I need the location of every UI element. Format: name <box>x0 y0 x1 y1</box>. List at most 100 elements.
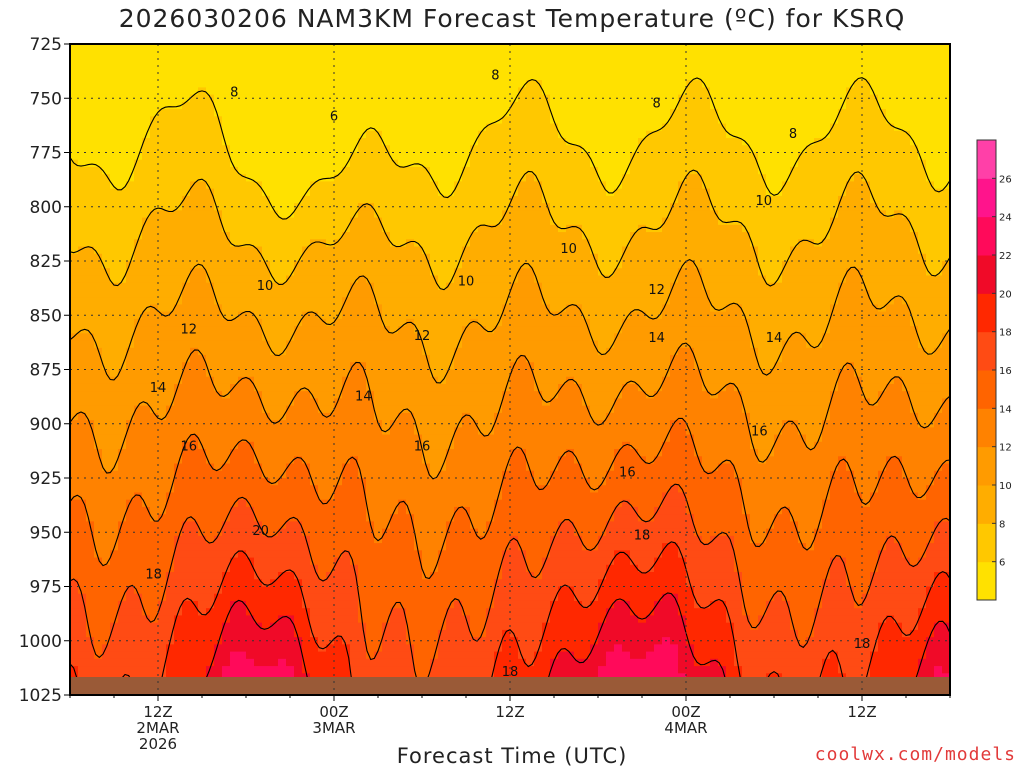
temp-cell <box>214 600 223 609</box>
temp-cell <box>486 579 495 588</box>
temp-cell <box>438 434 447 443</box>
temp-cell <box>86 289 95 298</box>
temp-cell <box>286 340 295 349</box>
temp-cell <box>110 528 119 537</box>
temp-cell <box>398 456 407 465</box>
temp-cell <box>182 383 191 392</box>
temp-cell <box>454 506 463 515</box>
temp-cell <box>134 506 143 515</box>
temp-cell <box>494 644 503 653</box>
temp-cell <box>422 174 431 183</box>
temp-cell <box>78 318 87 327</box>
temp-cell <box>374 492 383 501</box>
temp-cell <box>502 572 511 580</box>
temp-cell <box>446 318 455 327</box>
temp-cell <box>374 644 383 653</box>
temp-cell <box>254 608 263 617</box>
temp-cell <box>158 304 167 313</box>
temp-cell <box>350 109 359 117</box>
temp-cell <box>438 514 447 522</box>
temp-cell <box>174 666 183 674</box>
temp-cell <box>470 224 479 233</box>
temp-cell <box>318 376 327 385</box>
temp-cell <box>334 412 343 421</box>
temp-cell <box>230 608 239 617</box>
temp-cell <box>302 246 311 255</box>
temp-cell <box>198 58 207 67</box>
temp-cell <box>166 123 175 132</box>
temp-cell <box>214 289 223 298</box>
temp-cell <box>78 434 87 443</box>
temp-cell <box>462 478 471 486</box>
temp-cell <box>486 369 495 378</box>
temp-cell <box>398 210 407 219</box>
temp-cell <box>502 362 511 371</box>
temp-cell <box>334 253 343 262</box>
temp-cell <box>358 51 367 60</box>
temp-cell <box>238 514 247 522</box>
temp-cell <box>262 195 271 204</box>
temp-cell <box>254 109 263 117</box>
temp-cell <box>254 514 263 522</box>
temp-cell <box>310 572 319 580</box>
temp-cell <box>94 195 103 204</box>
temp-cell <box>110 666 119 674</box>
temp-cell <box>214 514 223 522</box>
temp-cell <box>198 326 207 334</box>
temp-cell <box>94 666 103 674</box>
temp-cell <box>270 427 279 436</box>
temp-cell <box>262 506 271 515</box>
temp-cell <box>150 138 159 146</box>
temp-cell <box>102 195 111 204</box>
temp-cell <box>182 644 191 653</box>
temp-cell <box>270 340 279 349</box>
temp-cell <box>134 239 143 248</box>
temp-cell <box>198 51 207 60</box>
temp-cell <box>350 253 359 262</box>
temp-cell <box>262 174 271 183</box>
temp-cell <box>262 449 271 457</box>
temp-cell <box>462 528 471 537</box>
temp-cell <box>358 203 367 211</box>
temp-cell <box>86 166 95 175</box>
temp-cell <box>166 174 175 183</box>
temp-cell <box>438 586 447 595</box>
temp-cell <box>174 528 183 537</box>
temp-cell <box>486 239 495 248</box>
temp-cell <box>374 239 383 248</box>
temp-cell <box>382 593 391 602</box>
temp-cell <box>486 615 495 624</box>
temp-cell <box>254 188 263 197</box>
temp-cell <box>334 232 343 240</box>
temp-cell <box>446 405 455 414</box>
temp-cell <box>174 622 183 631</box>
temp-cell <box>398 116 407 125</box>
temp-cell <box>270 246 279 255</box>
temp-cell <box>222 239 231 248</box>
temp-cell <box>206 65 215 74</box>
temp-cell <box>102 80 111 88</box>
temp-cell <box>510 174 519 183</box>
temp-cell <box>134 145 143 154</box>
temp-cell <box>454 369 463 378</box>
temp-cell <box>510 282 519 291</box>
temp-cell <box>230 44 239 52</box>
temp-cell <box>502 340 511 349</box>
temp-cell <box>198 210 207 219</box>
temp-cell <box>118 275 127 284</box>
temp-cell <box>366 622 375 631</box>
temp-cell <box>374 485 383 494</box>
temp-cell <box>390 340 399 349</box>
temp-cell <box>118 463 127 472</box>
temp-cell <box>302 376 311 385</box>
temp-cell <box>142 405 151 414</box>
temp-cell <box>318 579 327 588</box>
temp-cell <box>222 174 231 183</box>
temp-cell <box>358 58 367 67</box>
temp-cell <box>70 355 79 363</box>
temp-cell <box>270 282 279 291</box>
temp-cell <box>150 87 159 96</box>
temp-cell <box>350 427 359 436</box>
temp-cell <box>102 593 111 602</box>
temp-cell <box>398 80 407 88</box>
